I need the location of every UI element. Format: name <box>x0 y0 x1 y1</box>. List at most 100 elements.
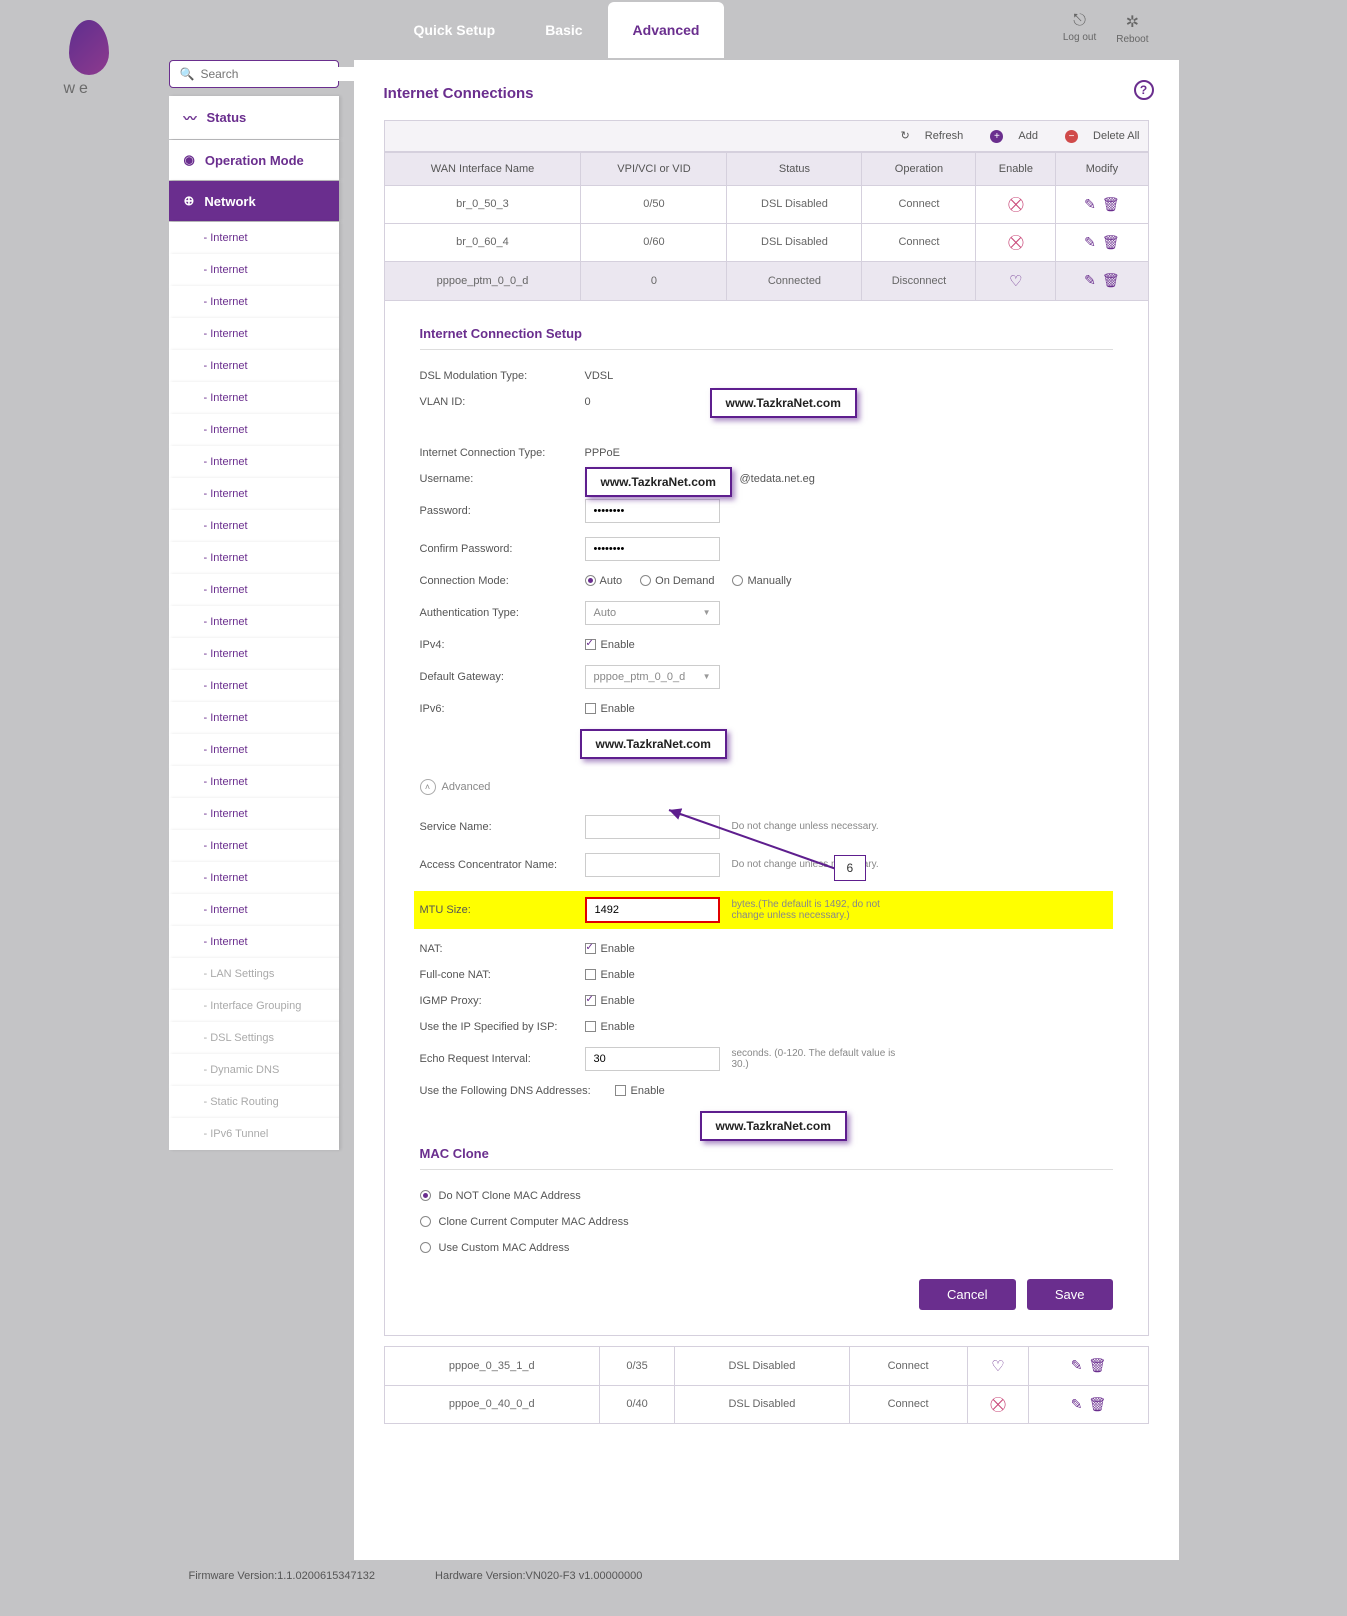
fullcone-checkbox[interactable] <box>585 969 596 980</box>
confirm-input[interactable] <box>585 537 720 561</box>
edit-icon[interactable]: ✎ <box>1084 196 1096 212</box>
delete-icon[interactable]: 🗑 <box>1088 1396 1106 1412</box>
sidebar-sub-dsl-settings[interactable]: - DSL Settings <box>169 1022 339 1054</box>
reboot-button[interactable]: ✲Reboot <box>1116 12 1148 45</box>
tab-advanced[interactable]: Advanced <box>608 2 725 58</box>
connmode-radio-auto[interactable]: Auto <box>585 575 623 587</box>
sidebar-sub-internet[interactable]: - Internet <box>169 638 339 670</box>
password-input[interactable] <box>585 499 720 523</box>
sidebar-sub-internet[interactable]: - Internet <box>169 350 339 382</box>
wan-operation[interactable]: Connect <box>862 223 976 261</box>
sidebar-sub-internet[interactable]: - Internet <box>169 670 339 702</box>
wan-enable[interactable]: ⛒ <box>976 223 1056 261</box>
wan-name: pppoe_0_40_0_d <box>384 1385 600 1423</box>
sidebar-sub-internet[interactable]: - Internet <box>169 734 339 766</box>
ispip-checkbox[interactable] <box>585 1021 596 1032</box>
gateway-select[interactable]: pppoe_ptm_0_0_d <box>585 665 720 689</box>
sidebar-sub-internet[interactable]: - Internet <box>169 478 339 510</box>
wan-enable[interactable]: ⛒ <box>967 1385 1029 1423</box>
sidebar-sub-internet[interactable]: - Internet <box>169 574 339 606</box>
wan-status: Connected <box>727 261 862 300</box>
sidebar-item-network[interactable]: ⊕Network <box>169 181 339 221</box>
sidebar-sub-ipv6-tunnel[interactable]: - IPv6 Tunnel <box>169 1118 339 1150</box>
connmode-radio-on-demand[interactable]: On Demand <box>640 575 714 587</box>
sidebar-item-operation-mode[interactable]: ◉Operation Mode <box>169 140 339 180</box>
sidebar-sub-internet[interactable]: - Internet <box>169 798 339 830</box>
save-button[interactable]: Save <box>1027 1279 1113 1310</box>
tab-basic[interactable]: Basic <box>520 2 607 58</box>
sidebar-sub-internet[interactable]: - Internet <box>169 926 339 958</box>
delete-all-button[interactable]: −Delete All <box>1053 130 1139 142</box>
search-box[interactable]: 🔍 <box>169 60 339 88</box>
tab-quick-setup[interactable]: Quick Setup <box>389 2 521 58</box>
sidebar-sub-dynamic-dns[interactable]: - Dynamic DNS <box>169 1054 339 1086</box>
table-row[interactable]: pppoe_0_40_0_d0/40DSL DisabledConnect⛒✎🗑 <box>384 1385 1148 1423</box>
wan-operation[interactable]: Connect <box>862 185 976 223</box>
nat-checkbox[interactable] <box>585 943 596 954</box>
table-header: Enable <box>976 152 1056 185</box>
auth-select[interactable]: Auto <box>585 601 720 625</box>
mac-radio-row[interactable]: Clone Current Computer MAC Address <box>420 1216 1113 1228</box>
wan-enable[interactable]: ⛒ <box>976 185 1056 223</box>
mac-radio-row[interactable]: Do NOT Clone MAC Address <box>420 1190 1113 1202</box>
sidebar-sub-internet[interactable]: - Internet <box>169 702 339 734</box>
sidebar-sub-internet[interactable]: - Internet <box>169 606 339 638</box>
sidebar: 🔍 〰Status◉Operation Mode⊕Network - Inter… <box>169 60 339 1560</box>
wan-operation[interactable]: Disconnect <box>862 261 976 300</box>
delete-icon[interactable]: 🗑 <box>1088 1357 1106 1373</box>
table-row[interactable]: pppoe_0_35_1_d0/35DSL DisabledConnect♡✎🗑 <box>384 1346 1148 1385</box>
ipv4-checkbox[interactable] <box>585 639 596 650</box>
cancel-button[interactable]: Cancel <box>919 1279 1015 1310</box>
sidebar-sub-internet[interactable]: - Internet <box>169 830 339 862</box>
sidebar-sub-interface-grouping[interactable]: - Interface Grouping <box>169 990 339 1022</box>
ipv6-checkbox[interactable] <box>585 703 596 714</box>
refresh-button[interactable]: ↻ Refresh <box>889 130 964 142</box>
connmode-radio-manually[interactable]: Manually <box>732 575 791 587</box>
igmp-checkbox[interactable] <box>585 995 596 1006</box>
echo-input[interactable] <box>585 1047 720 1071</box>
sidebar-sub-lan-settings[interactable]: - LAN Settings <box>169 958 339 990</box>
advanced-toggle[interactable]: ˄Advanced <box>420 779 1113 795</box>
sidebar-sub-internet[interactable]: - Internet <box>169 222 339 254</box>
sidebar-sub-internet[interactable]: - Internet <box>169 542 339 574</box>
dns-checkbox[interactable] <box>615 1085 626 1096</box>
edit-icon[interactable]: ✎ <box>1084 272 1096 288</box>
table-row[interactable]: pppoe_ptm_0_0_d0ConnectedDisconnect♡✎🗑 <box>384 261 1148 300</box>
edit-icon[interactable]: ✎ <box>1071 1396 1083 1412</box>
table-row[interactable]: br_0_60_40/60DSL DisabledConnect⛒✎🗑 <box>384 223 1148 261</box>
wan-operation[interactable]: Connect <box>849 1346 967 1385</box>
sidebar-sub-internet[interactable]: - Internet <box>169 862 339 894</box>
mtu-input[interactable] <box>585 897 720 923</box>
sidebar-sub-internet[interactable]: - Internet <box>169 254 339 286</box>
concentrator-input[interactable] <box>585 853 720 877</box>
wan-name: pppoe_0_35_1_d <box>384 1346 600 1385</box>
delete-icon[interactable]: 🗑 <box>1102 272 1120 288</box>
bulb-icon: ⛒ <box>1008 196 1023 213</box>
sidebar-sub-internet[interactable]: - Internet <box>169 894 339 926</box>
sidebar-sub-internet[interactable]: - Internet <box>169 286 339 318</box>
wan-operation[interactable]: Connect <box>849 1385 967 1423</box>
sidebar-sub-static-routing[interactable]: - Static Routing <box>169 1086 339 1118</box>
wan-enable[interactable]: ♡ <box>967 1346 1029 1385</box>
sidebar-sub-internet[interactable]: - Internet <box>169 414 339 446</box>
search-input[interactable] <box>200 67 355 81</box>
wan-table-after: pppoe_0_35_1_d0/35DSL DisabledConnect♡✎🗑… <box>384 1346 1149 1424</box>
wan-enable[interactable]: ♡ <box>976 261 1056 300</box>
logout-button[interactable]: ⎋Log out <box>1063 12 1096 45</box>
sidebar-sub-internet[interactable]: - Internet <box>169 766 339 798</box>
service-input[interactable] <box>585 815 720 839</box>
help-icon[interactable]: ? <box>1134 80 1154 100</box>
delete-icon[interactable]: 🗑 <box>1102 196 1120 212</box>
add-button[interactable]: +Add <box>978 130 1038 142</box>
table-row[interactable]: br_0_50_30/50DSL DisabledConnect⛒✎🗑 <box>384 185 1148 223</box>
edit-icon[interactable]: ✎ <box>1084 234 1096 250</box>
sidebar-sub-internet[interactable]: - Internet <box>169 510 339 542</box>
sidebar-sub-internet[interactable]: - Internet <box>169 318 339 350</box>
delete-icon[interactable]: 🗑 <box>1102 234 1120 250</box>
sidebar-sub-internet[interactable]: - Internet <box>169 446 339 478</box>
sidebar-sub-internet[interactable]: - Internet <box>169 382 339 414</box>
mac-radio-row[interactable]: Use Custom MAC Address <box>420 1242 1113 1254</box>
edit-icon[interactable]: ✎ <box>1071 1357 1083 1373</box>
sidebar-item-status[interactable]: 〰Status <box>169 96 339 139</box>
watermark: www.TazkraNet.com <box>710 388 857 418</box>
